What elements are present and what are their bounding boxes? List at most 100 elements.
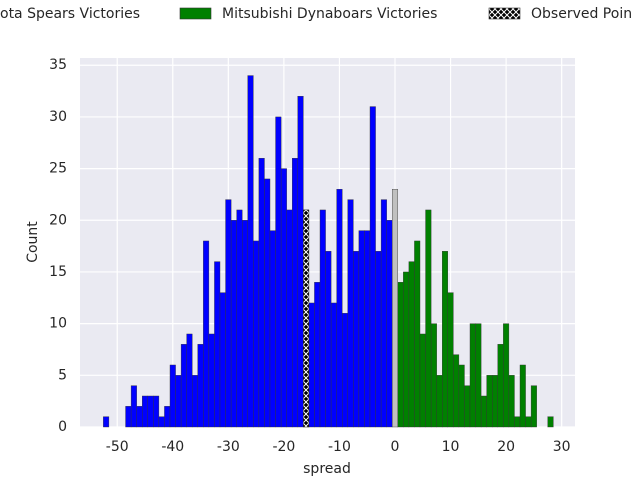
legend-swatch [488, 7, 521, 20]
y-tick-label: 30 [49, 109, 67, 125]
bar [342, 313, 348, 428]
bar [275, 116, 282, 428]
bar [297, 96, 304, 428]
bar [364, 230, 371, 428]
bar [453, 354, 460, 428]
bar [475, 323, 482, 428]
x-tick-label: 30 [553, 439, 571, 455]
bar [203, 240, 210, 428]
bar [175, 375, 182, 428]
bar [253, 240, 260, 428]
legend-label: Mitsubishi Dynaboars Victories [222, 6, 437, 22]
x-tick-label: -40 [161, 439, 184, 455]
bar [392, 189, 398, 428]
bar [197, 344, 204, 428]
bar [125, 406, 132, 428]
bar [375, 251, 382, 428]
bar [347, 199, 354, 428]
bar [514, 416, 521, 428]
bar [142, 395, 148, 428]
bar [325, 251, 332, 428]
bar [303, 209, 310, 428]
bar [164, 406, 171, 428]
bar [397, 282, 404, 428]
bar [103, 416, 110, 428]
x-tick-label: -10 [328, 439, 351, 455]
bar [158, 416, 165, 428]
bar [269, 230, 276, 428]
y-tick-label: 20 [49, 212, 67, 228]
bar [525, 416, 532, 428]
bar [464, 385, 471, 428]
bar [242, 220, 248, 428]
bar [480, 395, 487, 428]
bar [230, 220, 237, 428]
bar [369, 106, 376, 428]
bar [358, 230, 365, 428]
y-tick-label: 5 [58, 367, 67, 383]
bar [497, 344, 504, 428]
bar [180, 344, 187, 428]
bar [258, 158, 265, 428]
bar [486, 375, 493, 428]
bar [508, 375, 515, 428]
bar [247, 75, 254, 428]
bar [208, 333, 215, 428]
x-tick-label: -20 [272, 439, 295, 455]
bar [330, 302, 337, 428]
bar [530, 385, 537, 428]
legend-swatch [179, 7, 212, 20]
bar [408, 261, 415, 428]
bar [130, 385, 137, 428]
y-tick-label: 15 [49, 264, 67, 280]
bar [192, 375, 198, 428]
bar [458, 364, 465, 428]
bar [169, 364, 176, 428]
bar [380, 199, 387, 428]
x-axis-label: spread [303, 461, 351, 477]
bar [419, 333, 426, 428]
bar [403, 271, 410, 428]
bar [386, 220, 393, 428]
bar [547, 416, 554, 428]
bar [236, 209, 243, 428]
bar [153, 395, 160, 428]
bar [442, 251, 448, 428]
legend-label: ota Spears Victories [0, 6, 140, 22]
x-tick-label: 0 [391, 439, 400, 455]
y-tick-label: 10 [49, 316, 67, 332]
bar [519, 364, 526, 428]
bar [336, 189, 343, 428]
bar [264, 178, 271, 428]
bar [469, 323, 476, 428]
bar [425, 209, 432, 428]
bar [219, 292, 226, 428]
bar [503, 323, 510, 428]
legend-label: Observed Poin [531, 6, 632, 22]
bar [430, 323, 437, 428]
bar [280, 168, 287, 428]
y-axis-label: Count [25, 221, 41, 263]
x-tick-label: 10 [442, 439, 460, 455]
x-tick-label: -30 [217, 439, 240, 455]
x-tick-label: 20 [497, 439, 515, 455]
bar [292, 158, 298, 428]
bar [286, 209, 293, 428]
bar [136, 406, 143, 428]
bar [353, 251, 360, 428]
y-tick-label: 35 [49, 57, 67, 73]
y-tick-label: 0 [58, 419, 67, 435]
bar [436, 375, 443, 428]
bar [319, 209, 326, 428]
bar [214, 261, 221, 428]
x-tick-label: -50 [106, 439, 129, 455]
bar [308, 302, 315, 428]
bar [314, 282, 321, 428]
bar [147, 395, 154, 428]
bar [186, 333, 193, 428]
y-tick-label: 25 [49, 161, 67, 177]
bar [492, 375, 498, 428]
bar [447, 292, 454, 428]
bar [414, 240, 421, 428]
